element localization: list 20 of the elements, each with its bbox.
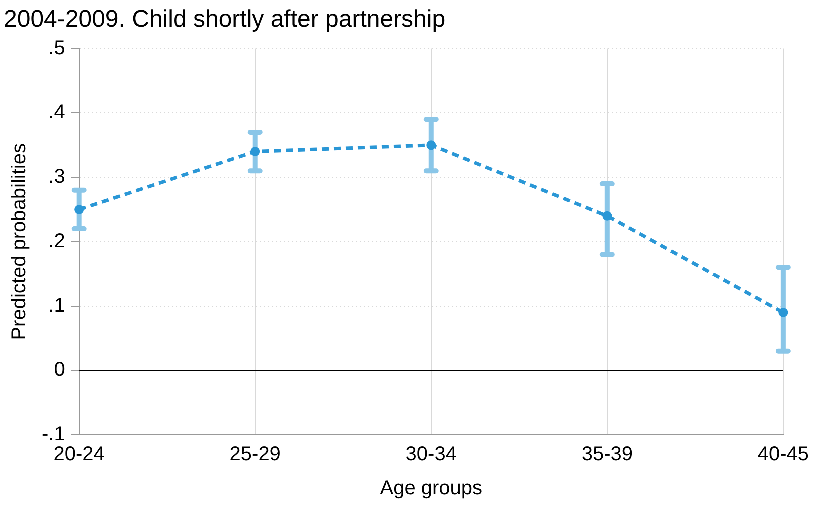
x-tick-label: 40-45 xyxy=(758,444,809,466)
point xyxy=(602,211,612,221)
x-tick-label: 35-39 xyxy=(582,444,633,466)
x-tick-label: 30-34 xyxy=(406,444,457,466)
x-tick-label: 25-29 xyxy=(230,444,281,466)
y-tick-label: .3 xyxy=(48,166,66,188)
point xyxy=(426,140,436,150)
y-axis-title: Predicted probabilities xyxy=(8,144,31,340)
y-tick-label: -.1 xyxy=(42,424,66,446)
x-axis-title: Age groups xyxy=(380,478,483,500)
point xyxy=(74,204,84,214)
point xyxy=(778,308,788,318)
chart-title: 2004-2009. Child shortly after partnership xyxy=(4,6,446,34)
y-tick-label: .2 xyxy=(48,230,66,252)
y-tick-label: .5 xyxy=(48,37,66,60)
point xyxy=(250,147,260,157)
y-tick-label: .4 xyxy=(48,102,66,124)
x-tick-label: 20-24 xyxy=(54,444,105,466)
y-tick-label: .1 xyxy=(48,294,66,317)
y-tick-label: 0 xyxy=(54,359,66,382)
